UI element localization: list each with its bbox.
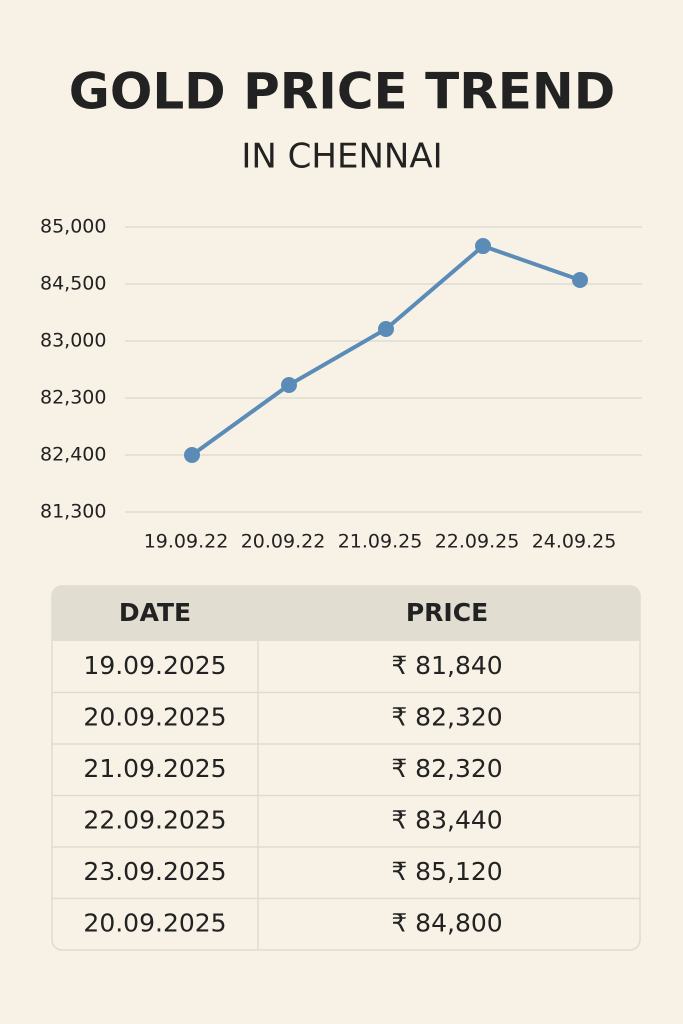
table-cell: ₹ 84,800 [391,909,502,938]
table-header-bg [52,586,640,641]
y-tick-label: 85,000 [40,216,106,238]
y-tick-label: 84,500 [40,273,106,295]
table-cell: ₹ 81,840 [391,651,502,680]
x-tick-label: 24.09.25 [532,531,617,553]
y-tick-label: 81,300 [40,501,106,523]
table-cell: ₹ 82,320 [391,703,502,732]
table-cell: 20.09.2025 [83,909,226,938]
table-header: DATE [119,598,191,627]
table-cell: 22.09.2025 [83,806,226,835]
y-tick-label: 82,300 [40,387,106,409]
x-tick-label: 21.09.25 [338,531,423,553]
table-cell: 23.09.2025 [83,857,226,886]
table-cell: ₹ 82,320 [391,754,502,783]
y-tick-label: 82,400 [40,444,106,466]
y-tick-label: 83,000 [40,330,106,352]
table-header: PRICE [406,598,488,627]
x-tick-label: 20.09.22 [241,531,326,553]
point [184,447,200,463]
table-cell: ₹ 85,120 [391,857,502,886]
point [572,272,588,289]
table-cell: 21.09.2025 [83,754,226,783]
chart-subtitle: IN CHENNAI [241,137,442,177]
table-cell: 19.09.2025 [83,651,226,680]
table-cell: 20.09.2025 [83,703,226,732]
x-tick-label: 19.09.22 [144,531,229,553]
chart-title: GOLD PRICE TREND [69,63,615,121]
x-tick-label: 22.09.25 [435,531,520,553]
point [281,376,297,393]
table-cell: ₹ 83,440 [391,806,502,835]
point [475,238,491,255]
point [378,320,394,337]
